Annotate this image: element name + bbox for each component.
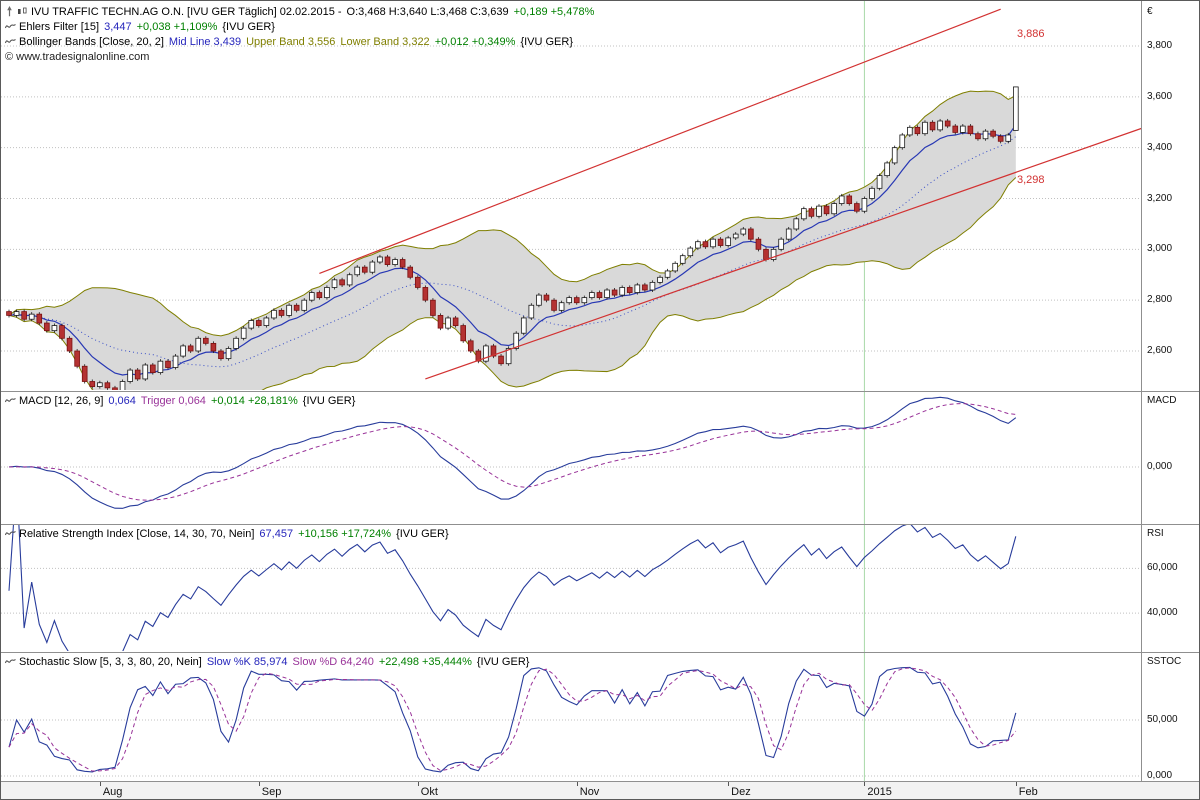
- trendline-label: 3,886: [1017, 28, 1045, 40]
- stoch-panel-header: Stochastic Slow [5, 3, 3, 80, 20, Nein] …: [5, 654, 534, 669]
- stoch-tick-label: 0,000: [1147, 770, 1173, 781]
- chart-canvas[interactable]: 3,886 3,298: [1, 1, 1141, 781]
- indicator-wave-icon: [5, 398, 16, 403]
- bollinger-lower: Lower Band 3,322: [340, 35, 430, 48]
- symbol-change: +0,189 +5,478%: [513, 5, 595, 18]
- axis-separator: [1141, 1, 1142, 781]
- ehlers-header-row[interactable]: Ehlers Filter [15] 3,447 +0,038 +1,109% …: [5, 19, 599, 34]
- macd-header-row[interactable]: MACD [12, 26, 9] 0,064 Trigger 0,064 +0,…: [5, 393, 360, 408]
- ehlers-name: Ehlers Filter [15]: [19, 20, 100, 33]
- rsi-change: +10,156 +17,724%: [298, 527, 392, 540]
- price-tick-label: 2,800: [1147, 294, 1173, 306]
- price-panel-header: IVU TRAFFIC TECHN.AG O.N. [IVU GER Tägli…: [5, 4, 599, 64]
- indicator-wave-icon: [5, 24, 16, 29]
- bollinger-header-row[interactable]: Bollinger Bands [Close, 20, 2] Mid Line …: [5, 34, 599, 49]
- ehlers-value: 3,447: [104, 20, 132, 33]
- stoch-header-row[interactable]: Stochastic Slow [5, 3, 3, 80, 20, Nein] …: [5, 654, 534, 669]
- bollinger-upper: Upper Band 3,556: [246, 35, 336, 48]
- macd-change: +0,014 +28,181%: [210, 394, 298, 407]
- month-tick: [576, 782, 578, 786]
- stoch-tick-label: 50,000: [1147, 714, 1178, 725]
- month-label: Aug: [102, 786, 123, 798]
- panel-separator[interactable]: [1, 391, 1199, 392]
- rsi-header-row[interactable]: Relative Strength Index [Close, 14, 30, …: [5, 526, 454, 541]
- panel-separator[interactable]: [1, 524, 1199, 525]
- rsi-name: Relative Strength Index [Close, 14, 30, …: [19, 527, 255, 540]
- month-label: Dez: [731, 786, 751, 798]
- stoch-k-value: Slow %K 85,974: [206, 655, 288, 668]
- month-tick: [1015, 782, 1017, 786]
- month-tick: [728, 782, 730, 786]
- rsi-panel-label: RSI: [1147, 528, 1164, 539]
- price-tick-label: 3,400: [1147, 141, 1173, 153]
- price-axis-unit: €: [1147, 6, 1153, 17]
- stoch-change: +22,498 +35,444%: [378, 655, 472, 668]
- indicator-wave-icon: [5, 39, 16, 44]
- bollinger-change: +0,012 +0,349%: [434, 35, 516, 48]
- stoch-name: Stochastic Slow [5, 3, 3, 80, 20, Nein]: [19, 655, 202, 668]
- rsi-tick-label: 40,000: [1147, 607, 1178, 619]
- symbol-ohlc: O:3,468 H:3,640 L:3,468 C:3,639: [346, 5, 509, 18]
- symbol-title: IVU TRAFFIC TECHN.AG O.N. [IVU GER Tägli…: [31, 5, 342, 18]
- month-label: 2015: [867, 786, 892, 798]
- copyright-row: © www.tradesignalonline.com: [5, 49, 599, 64]
- copyright-text: © www.tradesignalonline.com: [5, 50, 150, 63]
- rsi-tick-label: 60,000: [1147, 562, 1178, 574]
- stoch-d-value: Slow %D 64,240: [292, 655, 374, 668]
- month-tick: [258, 782, 260, 786]
- ehlers-change: +0,038 +1,109%: [136, 20, 218, 33]
- macd-panel-header: MACD [12, 26, 9] 0,064 Trigger 0,064 +0,…: [5, 393, 360, 408]
- pin-icon: [7, 6, 12, 17]
- macd-name: MACD [12, 26, 9]: [19, 394, 104, 407]
- bollinger-mid: Mid Line 3,439: [168, 35, 242, 48]
- ehlers-scope: {IVU GER}: [222, 20, 275, 33]
- rsi-scope: {IVU GER}: [396, 527, 449, 540]
- time-axis[interactable]: Aug Sep Okt Nov Dez 2015 Feb: [1, 781, 1199, 799]
- month-label: Okt: [420, 786, 438, 798]
- panel-separator[interactable]: [1, 652, 1199, 653]
- price-tick-label: 3,200: [1147, 192, 1173, 204]
- trendline-label: 3,298: [1017, 174, 1045, 186]
- stoch-panel-label: SSTOC: [1147, 656, 1182, 667]
- month-label: Nov: [579, 786, 600, 798]
- price-tick-label: 3,000: [1147, 243, 1173, 255]
- price-tick-label: 3,600: [1147, 90, 1173, 102]
- indicator-wave-icon: [5, 659, 16, 664]
- month-tick: [99, 782, 101, 786]
- macd-scope: {IVU GER}: [302, 394, 356, 407]
- macd-value: 0,064: [108, 394, 136, 407]
- rsi-value: 67,457: [259, 527, 294, 540]
- stoch-scope: {IVU GER}: [476, 655, 530, 668]
- candlestick-icon: [18, 7, 27, 14]
- bollinger-scope: {IVU GER}: [520, 35, 574, 48]
- price-tick-label: 2,600: [1147, 345, 1173, 356]
- indicator-wave-icon: [5, 531, 16, 536]
- month-tick: [864, 782, 866, 786]
- macd-trigger: Trigger 0,064: [140, 394, 206, 407]
- price-tick-label: 3,800: [1147, 40, 1173, 51]
- month-label: Sep: [261, 786, 282, 798]
- macd-tick-label: 0,000: [1147, 460, 1173, 472]
- bollinger-name: Bollinger Bands [Close, 20, 2]: [19, 35, 164, 48]
- month-label: Feb: [1018, 786, 1038, 798]
- rsi-panel-header: Relative Strength Index [Close, 14, 30, …: [5, 526, 454, 541]
- symbol-header-row[interactable]: IVU TRAFFIC TECHN.AG O.N. [IVU GER Tägli…: [5, 4, 599, 19]
- macd-panel-label: MACD: [1147, 395, 1177, 406]
- month-tick: [417, 782, 419, 786]
